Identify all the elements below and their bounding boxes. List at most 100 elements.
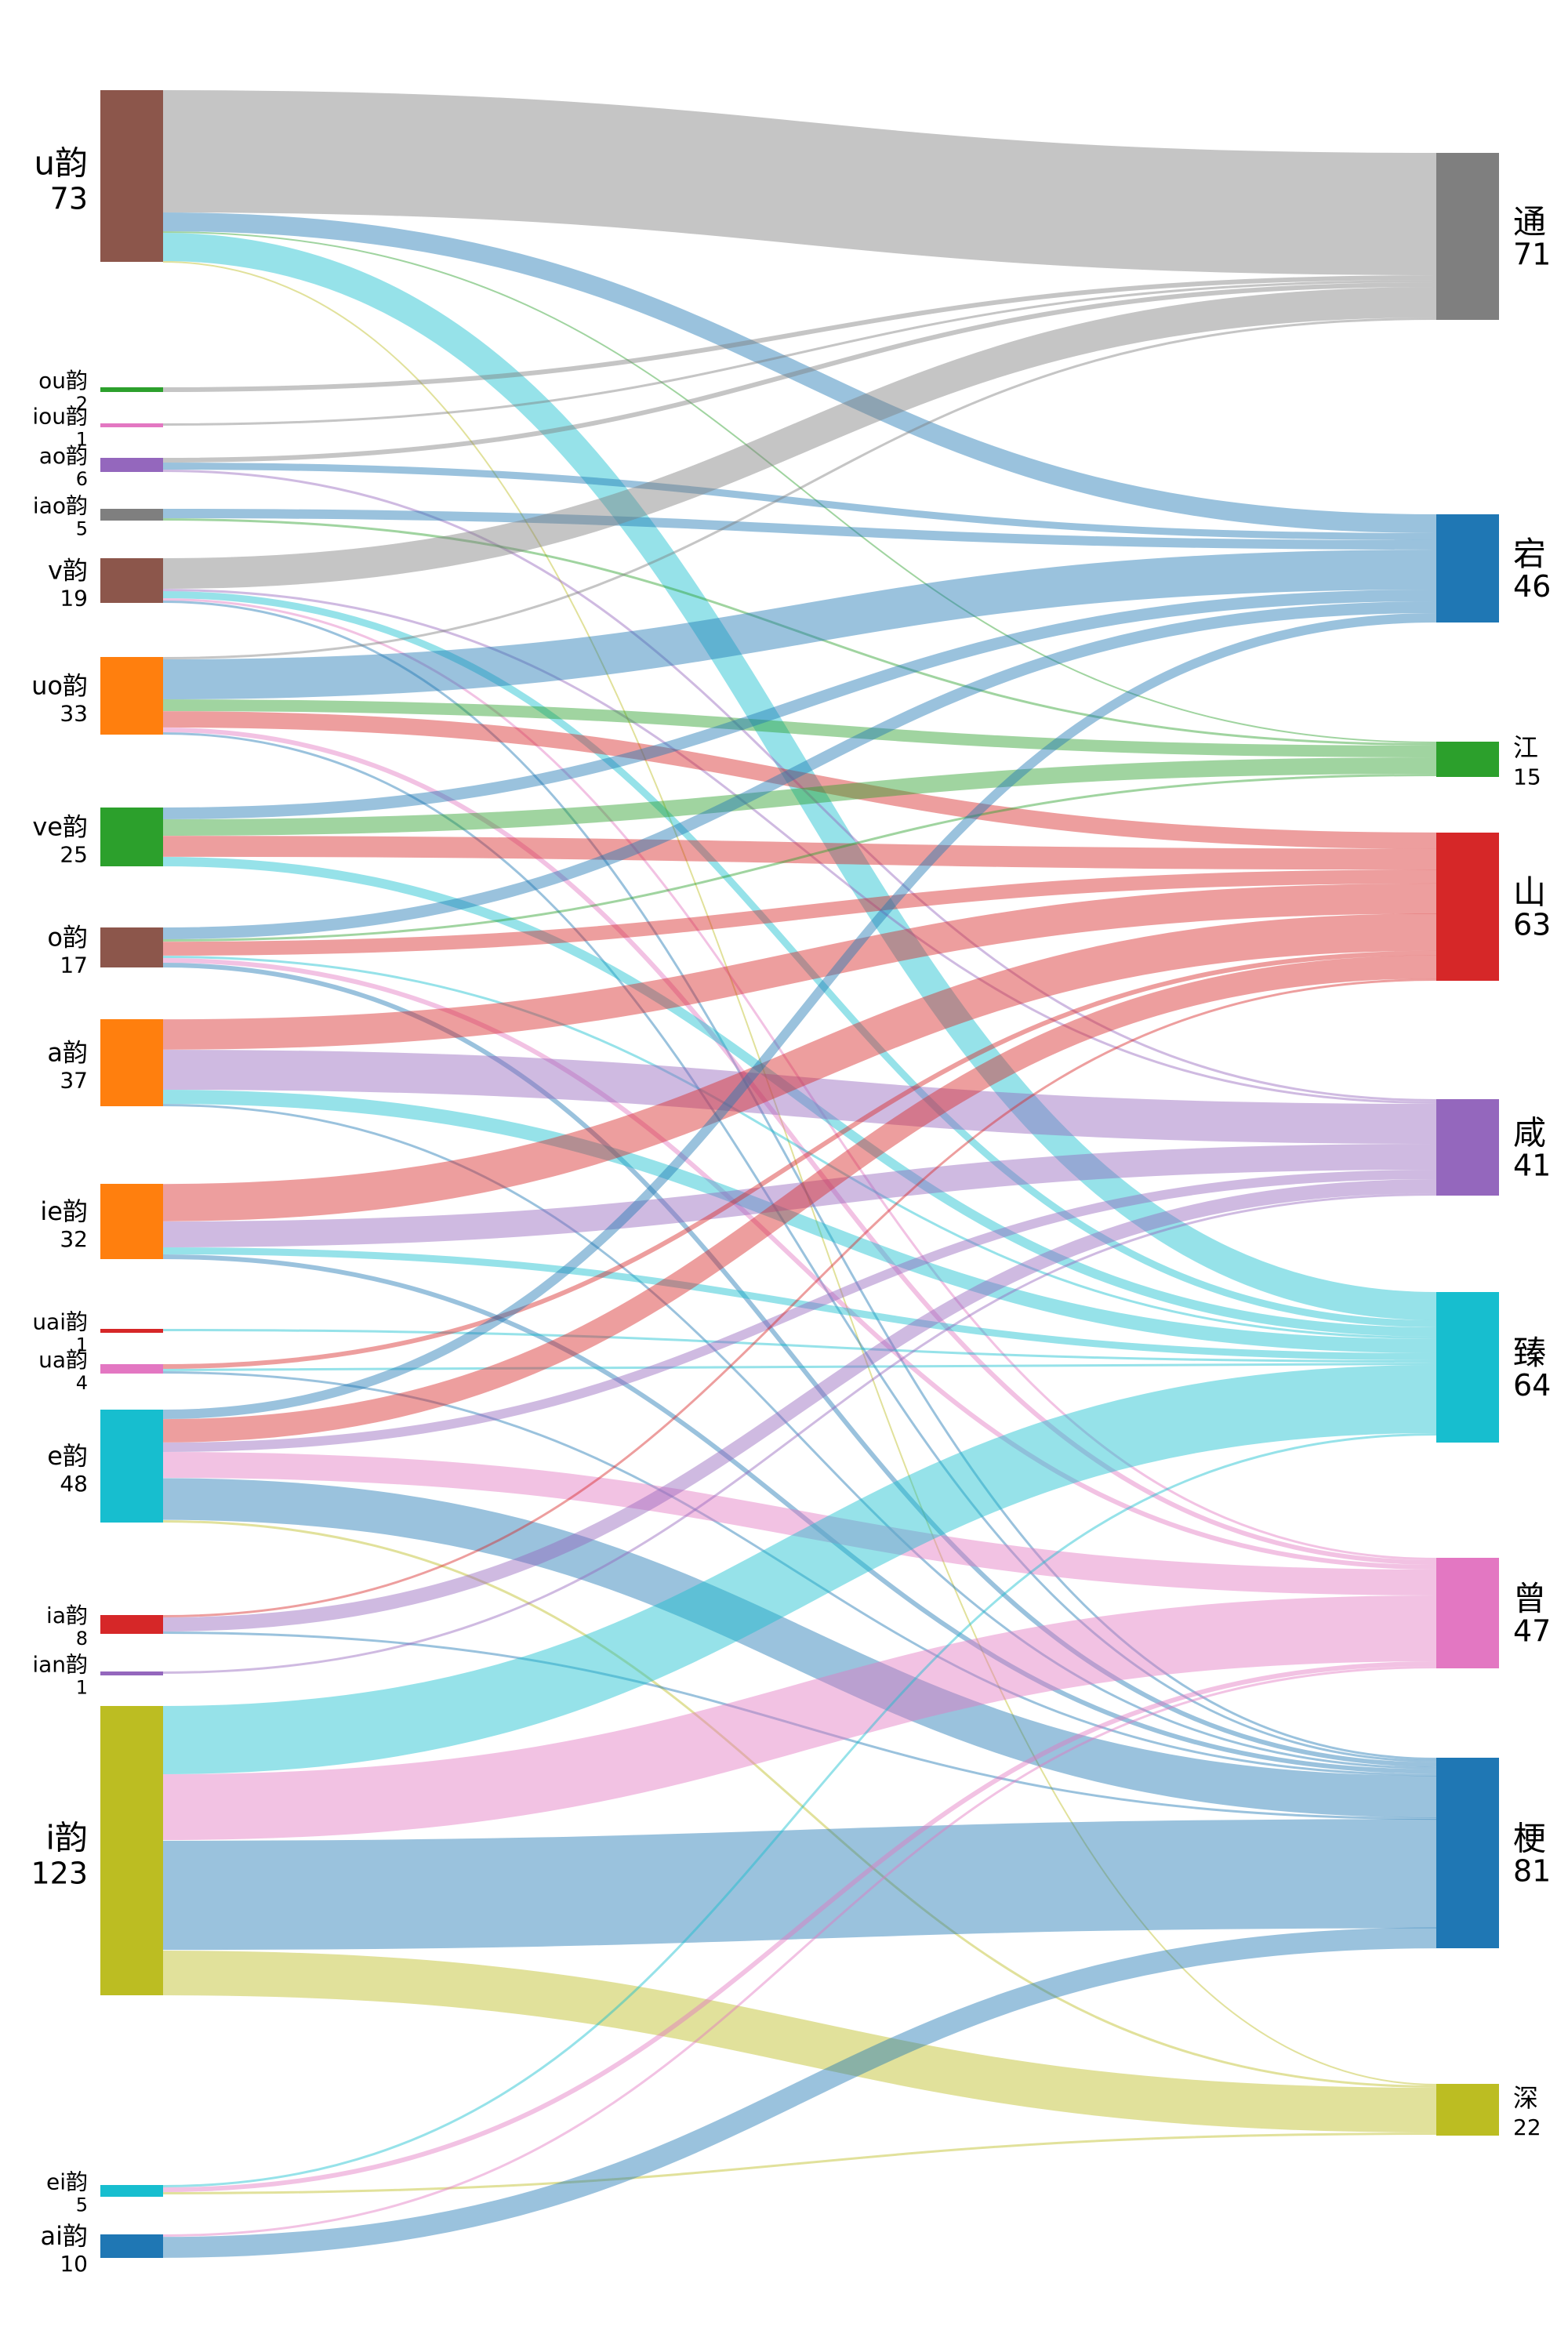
link-uo-zeng: [162, 728, 1437, 1565]
link-iao-dang: [162, 509, 1437, 550]
link-ve-zhen: [162, 857, 1437, 1337]
source-label-iou: iou韵: [32, 404, 88, 430]
link-e-zeng: [162, 1452, 1437, 1595]
target-value-shan: 63: [1513, 908, 1551, 942]
source-value-ou: 2: [76, 393, 88, 415]
source-label-ia: ia韵: [46, 1602, 88, 1628]
link-ie-shan: [162, 913, 1437, 1221]
node-ou: [100, 387, 163, 392]
source-label-v: v韵: [48, 556, 88, 586]
link-ai-zeng: [162, 1666, 1437, 2237]
link-i-shen: [162, 1951, 1437, 2132]
source-value-ei: 5: [76, 2194, 88, 2216]
link-iou-tong: [162, 280, 1437, 426]
node-u: [100, 90, 163, 262]
link-i-geng: [162, 1819, 1437, 1951]
node-xian: [1436, 1099, 1499, 1196]
source-value-ai: 10: [60, 2251, 88, 2277]
source-label-ao: ao韵: [39, 443, 88, 469]
link-ian-xian: [162, 1193, 1437, 1674]
source-label-o: o韵: [47, 923, 88, 953]
source-label-uai: uai韵: [32, 1309, 88, 1335]
target-label-dang: 宕: [1513, 535, 1546, 573]
link-ei-shen: [162, 2132, 1437, 2194]
source-label-ve: ve韵: [32, 812, 88, 842]
link-ia-geng: [162, 1632, 1437, 1820]
link-ia-xian: [162, 1179, 1437, 1632]
source-value-e: 48: [60, 1471, 88, 1497]
link-i-zeng: [162, 1595, 1437, 1840]
link-ua-geng: [162, 1371, 1437, 1777]
link-u-jiang: [162, 231, 1437, 743]
source-label-u: u韵: [34, 144, 88, 183]
node-ia: [100, 1615, 163, 1634]
link-ao-tong: [162, 282, 1437, 463]
target-value-xian: 41: [1513, 1149, 1551, 1183]
link-o-shan: [162, 869, 1437, 956]
node-e: [100, 1410, 163, 1523]
node-ve: [100, 808, 163, 866]
source-value-ian: 1: [76, 1677, 88, 1699]
target-label-zhen: 臻: [1513, 1334, 1546, 1372]
link-iao-jiang: [162, 518, 1437, 746]
link-ei-zeng: [162, 1661, 1437, 2192]
target-label-shen: 深: [1513, 2083, 1538, 2113]
node-iao: [100, 509, 163, 521]
source-label-uo: uo韵: [31, 671, 88, 701]
target-value-dang: 46: [1513, 569, 1551, 604]
link-u-dang: [162, 212, 1437, 533]
node-ao: [100, 458, 163, 472]
target-label-geng: 梗: [1513, 1820, 1546, 1858]
link-e-geng: [162, 1478, 1437, 1818]
link-o-jiang: [162, 774, 1437, 942]
link-ve-shan: [162, 836, 1437, 870]
source-value-iao: 5: [76, 518, 88, 540]
source-label-ua: ua韵: [38, 1347, 88, 1373]
link-o-geng: [162, 963, 1437, 1767]
link-v-zhen: [162, 591, 1437, 1327]
source-value-ie: 32: [60, 1226, 88, 1252]
node-zhen: [1436, 1292, 1499, 1443]
target-label-xian: 咸: [1513, 1114, 1546, 1152]
target-label-shan: 山: [1513, 873, 1546, 912]
link-u-zhen: [162, 233, 1437, 1320]
source-value-ia: 8: [76, 1628, 88, 1650]
link-a-zhen: [162, 1090, 1437, 1353]
node-ie: [100, 1184, 163, 1259]
target-label-jiang: 江: [1513, 733, 1538, 763]
link-e-shan: [162, 955, 1437, 1443]
target-value-jiang: 15: [1513, 764, 1541, 790]
source-label-ei: ei韵: [46, 2169, 88, 2195]
source-label-ou: ou韵: [38, 368, 88, 394]
link-ia-shan: [162, 978, 1437, 1617]
source-value-iou: 1: [76, 429, 88, 451]
link-u-shen: [162, 261, 1437, 2085]
target-value-zeng: 47: [1513, 1614, 1551, 1649]
target-value-shen: 22: [1513, 2114, 1541, 2140]
link-v-tong: [162, 287, 1437, 589]
target-label-zeng: 曾: [1513, 1580, 1546, 1618]
link-ei-zhen: [162, 1433, 1437, 2187]
link-a-geng: [162, 1104, 1437, 1769]
node-shen: [1436, 2084, 1499, 2136]
node-uo: [100, 657, 163, 735]
link-ao-xian: [162, 470, 1437, 1102]
link-ie-zhen: [162, 1247, 1437, 1360]
link-ou-tong: [162, 275, 1437, 392]
link-a-shan: [162, 883, 1437, 1050]
target-value-tong: 71: [1513, 238, 1551, 272]
link-o-dang: [162, 601, 1437, 939]
node-ua: [100, 1364, 163, 1374]
sankey-nodes: [100, 90, 1499, 2258]
link-v-xian: [162, 589, 1437, 1104]
node-uai: [100, 1329, 163, 1333]
node-v: [100, 558, 163, 603]
link-o-zeng: [162, 958, 1437, 1570]
link-ie-geng: [162, 1254, 1437, 1774]
node-shan: [1436, 833, 1499, 981]
link-uo-shan: [162, 711, 1437, 849]
link-ua-zhen: [162, 1363, 1437, 1371]
link-ai-geng: [162, 1927, 1437, 2258]
link-ie-xian: [162, 1144, 1437, 1247]
